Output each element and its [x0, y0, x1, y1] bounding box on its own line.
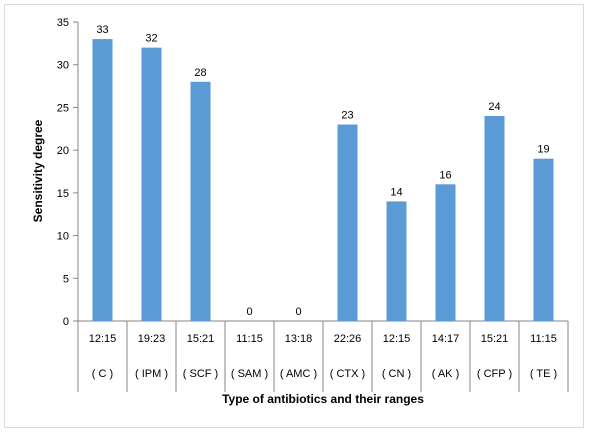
- x-tick-label-range: 11:15: [530, 333, 557, 345]
- data-label: 24: [488, 101, 500, 113]
- x-tick-label-antibiotic: ( SAM ): [231, 368, 268, 380]
- x-tick-label-range: 15:21: [481, 333, 509, 345]
- data-label: 32: [145, 33, 157, 45]
- bar: [141, 47, 162, 321]
- bar: [435, 184, 456, 321]
- x-tick-label-antibiotic: ( SCF ): [183, 368, 218, 380]
- y-axis-title: Sensitivity degree: [31, 119, 45, 222]
- data-label: 0: [246, 306, 252, 318]
- plot-area: 0 5 10 15 20 25 30 35 33 12:15 ( C ) 32 19:23 ( IPM )…: [57, 17, 569, 392]
- x-tick-label-range: 12:15: [89, 333, 117, 345]
- y-tick-label: 15: [57, 188, 69, 200]
- x-tick-label-range: 22:26: [334, 333, 362, 345]
- data-label: 0: [295, 306, 301, 318]
- x-tick-label-range: 12:15: [383, 333, 411, 345]
- bar: [484, 115, 505, 321]
- x-tick-label-range: 14:17: [432, 333, 460, 345]
- x-tick-label-range: 15:21: [187, 333, 215, 345]
- x-tick-label-antibiotic: ( AK ): [432, 368, 460, 380]
- data-label: 23: [341, 110, 353, 122]
- y-tick-label: 20: [57, 145, 69, 157]
- bar: [386, 201, 407, 321]
- x-tick-label-antibiotic: ( CTX ): [330, 368, 365, 380]
- bar: [337, 124, 358, 321]
- data-label: 19: [537, 144, 549, 156]
- y-tick-label: 30: [57, 60, 69, 72]
- x-tick-label-range: 11:15: [236, 333, 263, 345]
- bar: [533, 158, 554, 321]
- x-tick-label-antibiotic: ( C ): [92, 368, 113, 380]
- y-tick-label: 5: [63, 273, 69, 285]
- y-tick-label: 25: [57, 102, 69, 114]
- x-axis-title: Type of antibiotics and their ranges: [222, 392, 424, 406]
- x-tick-label-antibiotic: ( CFP ): [477, 368, 512, 380]
- x-tick-label-antibiotic: ( CN ): [382, 368, 411, 380]
- data-label: 33: [96, 24, 108, 36]
- y-tick-label: 10: [57, 231, 69, 243]
- data-label: 28: [194, 67, 206, 79]
- bar: [92, 39, 113, 321]
- y-tick-label: 35: [57, 17, 69, 29]
- x-tick-label-antibiotic: ( IPM ): [135, 368, 168, 380]
- x-tick-label-range: 13:18: [285, 333, 313, 345]
- x-tick-label-range: 19:23: [138, 333, 166, 345]
- bar: [190, 81, 211, 321]
- x-tick-label-antibiotic: ( AMC ): [280, 368, 317, 380]
- data-label: 16: [439, 169, 451, 181]
- x-tick-label-antibiotic: ( TE ): [530, 368, 557, 380]
- data-label: 14: [390, 186, 402, 198]
- y-tick-label: 0: [63, 316, 69, 328]
